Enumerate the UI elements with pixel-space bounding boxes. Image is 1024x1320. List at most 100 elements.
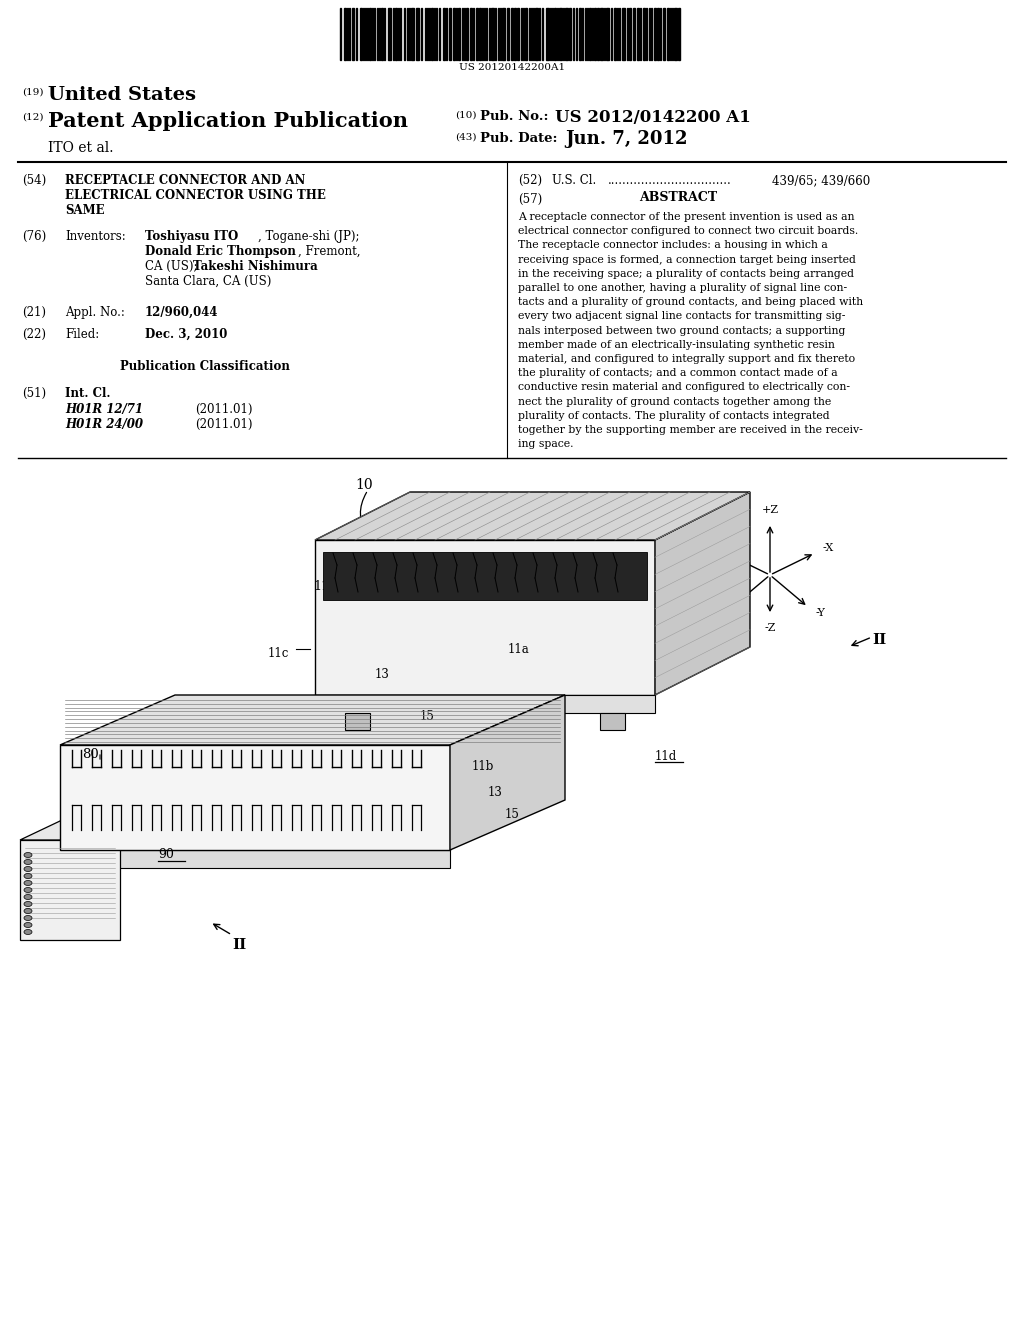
Text: Takeshi Nishimura: Takeshi Nishimura: [193, 260, 317, 273]
Bar: [565, 8, 568, 59]
Text: -Z: -Z: [764, 623, 776, 634]
Text: +Z: +Z: [762, 506, 778, 515]
Text: tacts and a plurality of ground contacts, and being placed with: tacts and a plurality of ground contacts…: [518, 297, 863, 308]
Bar: [449, 8, 451, 59]
Polygon shape: [450, 696, 565, 850]
Text: in the receiving space; a plurality of contacts being arranged: in the receiving space; a plurality of c…: [518, 269, 854, 279]
Bar: [594, 8, 596, 59]
Bar: [466, 8, 468, 59]
Ellipse shape: [24, 866, 32, 871]
Bar: [643, 8, 645, 59]
Polygon shape: [315, 492, 750, 540]
Polygon shape: [323, 552, 647, 601]
Bar: [517, 8, 519, 59]
Bar: [614, 8, 616, 59]
Bar: [535, 8, 538, 59]
Text: US 20120142200A1: US 20120142200A1: [459, 63, 565, 73]
Bar: [600, 8, 603, 59]
Text: H01R 12/71: H01R 12/71: [65, 403, 143, 416]
Text: The receptacle connector includes: a housing in which a: The receptacle connector includes: a hou…: [518, 240, 827, 251]
Polygon shape: [345, 713, 370, 730]
Text: (43): (43): [455, 133, 476, 143]
Text: Int. Cl.: Int. Cl.: [65, 387, 111, 400]
Bar: [546, 8, 549, 59]
Text: 11b: 11b: [472, 760, 495, 774]
Text: electrical connector configured to connect two circuit boards.: electrical connector configured to conne…: [518, 226, 858, 236]
Text: 11d: 11d: [655, 750, 677, 763]
Bar: [657, 8, 659, 59]
Ellipse shape: [24, 887, 32, 892]
Text: 11a: 11a: [508, 643, 529, 656]
Text: receiving space is formed, a connection target being inserted: receiving space is formed, a connection …: [518, 255, 856, 264]
Polygon shape: [20, 803, 200, 840]
Text: (21): (21): [22, 306, 46, 319]
Text: Inventors:: Inventors:: [65, 230, 126, 243]
Ellipse shape: [24, 880, 32, 886]
Polygon shape: [600, 713, 625, 730]
Text: (52): (52): [518, 174, 542, 187]
Bar: [637, 8, 639, 59]
Text: ABSTRACT: ABSTRACT: [639, 191, 717, 205]
Ellipse shape: [24, 908, 32, 913]
Bar: [395, 8, 397, 59]
Text: 80: 80: [82, 748, 98, 762]
Text: 439/65; 439/660: 439/65; 439/660: [772, 174, 870, 187]
Polygon shape: [655, 492, 750, 696]
Text: ITO et al.: ITO et al.: [48, 141, 114, 154]
Text: Jun. 7, 2012: Jun. 7, 2012: [565, 129, 687, 148]
Bar: [569, 8, 571, 59]
Bar: [476, 8, 478, 59]
Text: RECEPTACLE CONNECTOR AND AN: RECEPTACLE CONNECTOR AND AN: [65, 174, 305, 187]
Text: , Togane-shi (JP);: , Togane-shi (JP);: [258, 230, 359, 243]
Bar: [453, 8, 455, 59]
Text: material, and configured to integrally support and fix thereto: material, and configured to integrally s…: [518, 354, 855, 364]
Text: (54): (54): [22, 174, 46, 187]
Text: 15: 15: [505, 808, 520, 821]
Bar: [629, 8, 631, 59]
Text: 10: 10: [355, 478, 373, 492]
Text: (76): (76): [22, 230, 46, 243]
Bar: [443, 8, 445, 59]
Text: (10): (10): [455, 111, 476, 120]
Text: Appl. No.:: Appl. No.:: [65, 306, 125, 319]
Text: (2011.01): (2011.01): [195, 418, 253, 432]
Text: .................................: .................................: [608, 174, 732, 187]
Bar: [470, 8, 472, 59]
Text: US 2012/0142200 A1: US 2012/0142200 A1: [555, 110, 751, 125]
Text: Publication Classification: Publication Classification: [120, 360, 290, 374]
Bar: [525, 8, 527, 59]
Text: (57): (57): [518, 193, 543, 206]
Text: ELECTRICAL CONNECTOR USING THE: ELECTRICAL CONNECTOR USING THE: [65, 189, 326, 202]
Text: U.S. Cl.: U.S. Cl.: [552, 174, 596, 187]
Text: parallel to one another, having a plurality of signal line con-: parallel to one another, having a plural…: [518, 282, 847, 293]
Ellipse shape: [24, 895, 32, 899]
Text: 11c: 11c: [268, 647, 290, 660]
Bar: [654, 8, 656, 59]
Text: together by the supporting member are received in the receiv-: together by the supporting member are re…: [518, 425, 863, 436]
Text: (12): (12): [22, 114, 43, 121]
Text: 12/960,044: 12/960,044: [145, 306, 218, 319]
Text: ing space.: ing space.: [518, 440, 573, 449]
Polygon shape: [20, 840, 120, 940]
Text: Pub. No.:: Pub. No.:: [480, 110, 549, 123]
Text: conductive resin material and configured to electrically con-: conductive resin material and configured…: [518, 383, 850, 392]
Bar: [674, 8, 677, 59]
Bar: [514, 8, 516, 59]
Text: (22): (22): [22, 327, 46, 341]
Bar: [622, 8, 625, 59]
Bar: [554, 8, 556, 59]
Text: , Fremont,: , Fremont,: [298, 246, 360, 257]
Text: II: II: [232, 939, 246, 952]
Ellipse shape: [24, 853, 32, 858]
Bar: [490, 8, 494, 59]
Ellipse shape: [24, 902, 32, 907]
Text: Patent Application Publication: Patent Application Publication: [48, 111, 408, 131]
Polygon shape: [315, 540, 655, 696]
Text: member made of an electrically-insulating synthetic resin: member made of an electrically-insulatin…: [518, 339, 835, 350]
Bar: [388, 8, 391, 59]
Bar: [352, 8, 354, 59]
Text: (51): (51): [22, 387, 46, 400]
Bar: [431, 8, 433, 59]
Text: Pub. Date:: Pub. Date:: [480, 132, 557, 145]
Polygon shape: [60, 850, 450, 869]
